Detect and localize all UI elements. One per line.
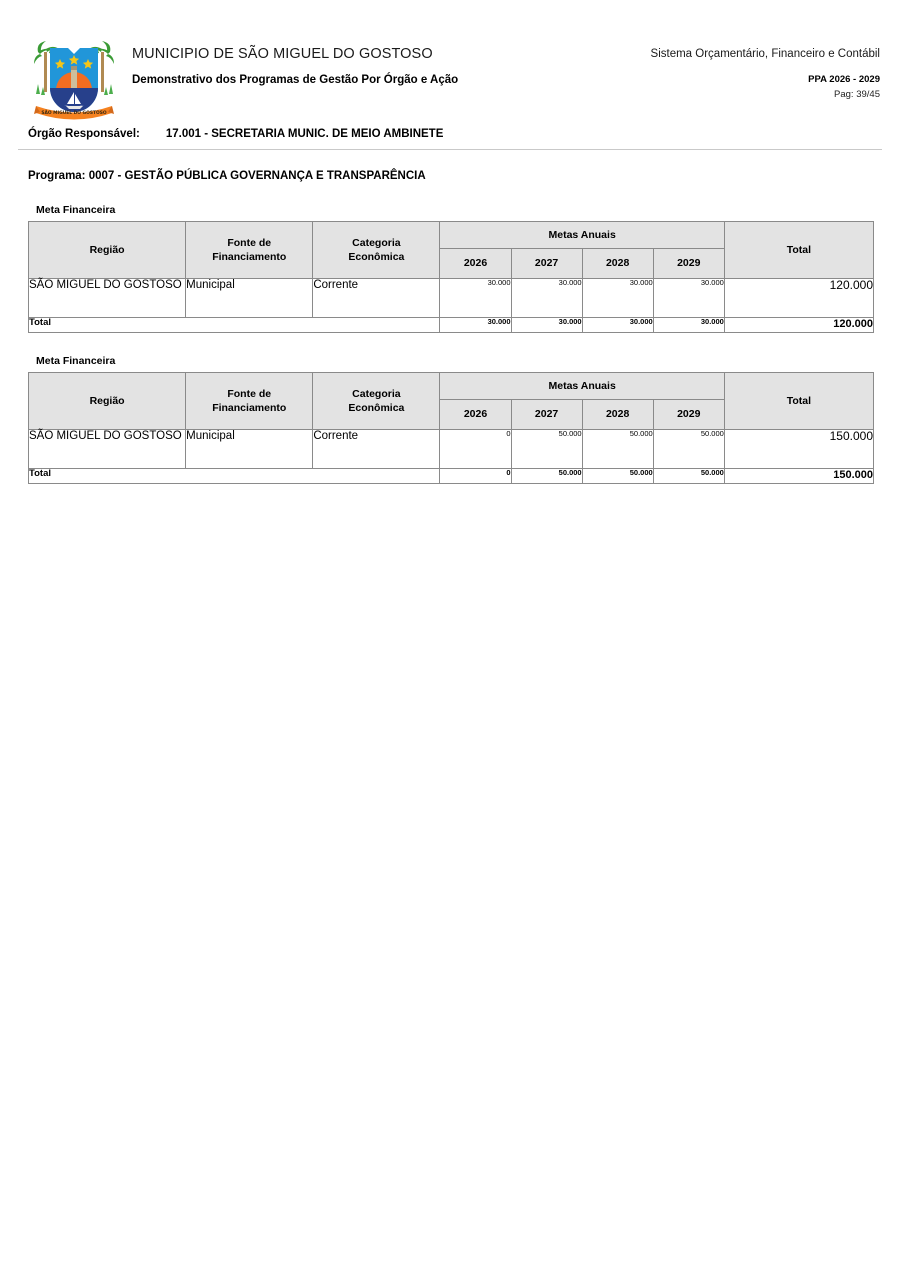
cell-fonte: Municipal: [185, 278, 314, 318]
total-grand-sum: 150.000: [723, 468, 875, 484]
meta-financeira-table: Região Fonte de Financiamento Categoria …: [27, 372, 875, 484]
municipal-coat-of-arms-icon: SÃO MIGUEL DO GOSTOSO: [28, 34, 120, 126]
col-header-categoria-line2: Econômica: [348, 402, 405, 414]
col-header-fonte-line1: Fonte de: [227, 236, 272, 249]
program-line: Programa: 0007 - GESTÃO PÚBLICA GOVERNAN…: [28, 170, 426, 182]
meta-financeira-table: Região Fonte de Financiamento Categoria …: [27, 221, 875, 333]
total-value-2028: 30.000: [581, 317, 654, 333]
table-row: SÃO MIGUEL DO GOSTOSO Municipal Corrente…: [27, 429, 875, 469]
col-header-year-2028: 2028: [581, 399, 654, 430]
header-branding: SÃO MIGUEL DO GOSTOSO MUNICIPIO DE SÃO M…: [28, 34, 458, 126]
organization-name: MUNICIPIO DE SÃO MIGUEL DO GOSTOSO: [132, 46, 433, 62]
cell-value-2026: 30.000: [439, 278, 512, 318]
responsible-organ-value: 17.001 - SECRETARIA MUNIC. DE MEIO AMBIN…: [165, 128, 444, 140]
cell-row-total: 150.000: [723, 429, 875, 469]
cell-value-2028: 50.000: [581, 429, 654, 469]
col-header-categoria-economica: Categoria Econômica: [312, 221, 441, 279]
col-header-year-2027: 2027: [510, 248, 583, 279]
col-header-categoria-line1: Categoria: [352, 236, 401, 249]
block-title: Meta Financeira: [36, 204, 116, 216]
col-header-year-2029: 2029: [652, 248, 725, 279]
cell-value-2029: 30.000: [652, 278, 725, 318]
col-header-year-2027: 2027: [510, 399, 583, 430]
ppa-period-label: PPA 2026 - 2029: [808, 74, 880, 85]
col-header-metas-anuais: Metas Anuais: [439, 372, 725, 400]
block-title: Meta Financeira: [36, 355, 116, 367]
col-header-year-2029: 2029: [652, 399, 725, 430]
table-row: SÃO MIGUEL DO GOSTOSO Municipal Corrente…: [27, 278, 875, 318]
col-header-regiao: Região: [27, 372, 187, 430]
cell-regiao: SÃO MIGUEL DO GOSTOSO: [27, 429, 187, 469]
cell-value-2028: 30.000: [581, 278, 654, 318]
cell-categoria: Corrente: [312, 278, 441, 318]
col-header-categoria-line2: Econômica: [348, 251, 405, 263]
total-value-2027: 30.000: [510, 317, 583, 333]
cell-value-2026: 0: [439, 429, 512, 469]
total-value-2026: 30.000: [439, 317, 512, 333]
header-meta: Sistema Orçamentário, Financeiro e Contá…: [651, 48, 880, 100]
col-header-categoria-economica: Categoria Econômica: [312, 372, 441, 430]
col-header-total: Total: [723, 221, 875, 279]
page-header: SÃO MIGUEL DO GOSTOSO MUNICIPIO DE SÃO M…: [0, 0, 900, 120]
total-value-2028: 50.000: [581, 468, 654, 484]
cell-value-2027: 50.000: [510, 429, 583, 469]
cell-regiao: SÃO MIGUEL DO GOSTOSO: [27, 278, 187, 318]
total-label: Total: [27, 468, 441, 484]
cell-row-total: 120.000: [723, 278, 875, 318]
col-header-fonte-line2: Financiamento: [212, 251, 287, 263]
meta-financeira-block-2: Meta Financeira Região Fonte de Financia…: [0, 355, 900, 484]
table-total-row: Total 30.000 30.000 30.000 30.000 120.00…: [27, 317, 875, 333]
col-header-year-2026: 2026: [439, 399, 512, 430]
col-header-year-2026: 2026: [439, 248, 512, 279]
col-header-year-2028: 2028: [581, 248, 654, 279]
header-divider: [18, 149, 882, 150]
col-header-total: Total: [723, 372, 875, 430]
responsible-organ-row: Órgão Responsável: 17.001 - SECRETARIA M…: [28, 128, 900, 140]
total-label: Total: [27, 317, 441, 333]
total-value-2027: 50.000: [510, 468, 583, 484]
total-value-2029: 50.000: [652, 468, 725, 484]
table-total-row: Total 0 50.000 50.000 50.000 150.000: [27, 468, 875, 484]
col-header-fonte-financiamento: Fonte de Financiamento: [185, 372, 314, 430]
col-header-fonte-line1: Fonte de: [227, 387, 272, 400]
cell-value-2029: 50.000: [652, 429, 725, 469]
cell-value-2027: 30.000: [510, 278, 583, 318]
col-header-categoria-line1: Categoria: [352, 387, 401, 400]
col-header-fonte-line2: Financiamento: [212, 402, 287, 414]
meta-financeira-block-1: Meta Financeira Região Fonte de Financia…: [0, 204, 900, 333]
system-name: Sistema Orçamentário, Financeiro e Contá…: [650, 48, 880, 60]
total-grand-sum: 120.000: [723, 317, 875, 333]
col-header-fonte-financiamento: Fonte de Financiamento: [185, 221, 314, 279]
header-title-group: MUNICIPIO DE SÃO MIGUEL DO GOSTOSO Demon…: [132, 34, 458, 86]
col-header-metas-anuais: Metas Anuais: [439, 221, 725, 249]
total-value-2026: 0: [439, 468, 512, 484]
cell-fonte: Municipal: [185, 429, 314, 469]
total-value-2029: 30.000: [652, 317, 725, 333]
page-number: Pag: 39/45: [834, 89, 880, 100]
cell-categoria: Corrente: [312, 429, 441, 469]
svg-text:SÃO MIGUEL DO GOSTOSO: SÃO MIGUEL DO GOSTOSO: [41, 109, 107, 116]
col-header-regiao: Região: [27, 221, 187, 279]
responsible-organ-label: Órgão Responsável:: [28, 128, 140, 140]
report-title: Demonstrativo dos Programas de Gestão Po…: [132, 74, 459, 86]
